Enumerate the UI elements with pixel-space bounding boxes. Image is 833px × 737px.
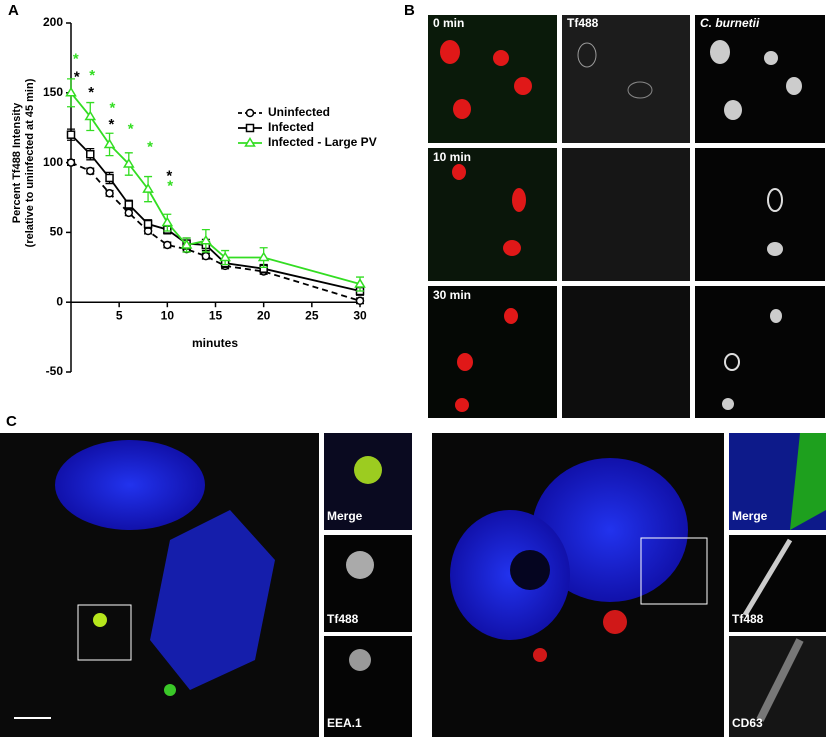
point — [103, 138, 116, 149]
x-tick-label: 25 — [305, 308, 319, 322]
significance-star: * — [167, 178, 173, 195]
series-line — [70, 161, 361, 302]
legend-label: Infected — [268, 120, 314, 134]
point — [163, 240, 172, 250]
x-tick-label: 20 — [257, 308, 271, 322]
inset-label: EEA.1 — [327, 716, 362, 730]
point — [257, 251, 270, 262]
x-axis-title: minutes — [192, 336, 238, 350]
inset-label: Tf488 — [327, 612, 359, 626]
point — [124, 200, 134, 209]
point — [86, 166, 95, 176]
legend-label: Infected - Large PV — [268, 135, 377, 149]
panel-label: C — [6, 413, 17, 430]
point — [86, 149, 95, 159]
point — [161, 216, 174, 227]
column-label: C. burnetii — [700, 16, 760, 30]
column-label: Tf488 — [567, 16, 599, 30]
significance-star: * — [109, 116, 115, 133]
point — [354, 278, 366, 288]
point — [65, 86, 77, 97]
inset-label: Merge — [327, 509, 363, 523]
x-tick-label: 10 — [161, 308, 175, 322]
point — [180, 239, 193, 249]
x-tick-label: 30 — [353, 308, 367, 322]
inset-label: Merge — [732, 509, 768, 523]
x-tick-label: 5 — [116, 308, 123, 322]
x-tick-label: 15 — [209, 308, 223, 322]
significance-star: * — [88, 84, 94, 101]
row-label: 10 min — [433, 150, 471, 164]
row-label: 0 min — [433, 16, 464, 30]
point — [355, 296, 365, 306]
point — [201, 251, 211, 261]
y-tick-label: 200 — [43, 15, 63, 29]
legend-label: Uninfected — [268, 105, 330, 119]
legend-marker — [244, 137, 256, 147]
legend-marker — [245, 108, 255, 118]
legend-marker — [245, 123, 255, 133]
point — [105, 173, 114, 183]
y-axis-title: (relative to uninfected at 45 min) — [24, 78, 36, 247]
y-tick-label: 50 — [50, 225, 64, 239]
point — [66, 130, 76, 139]
significance-star: * — [74, 69, 80, 86]
row-label: 30 min — [433, 288, 471, 302]
inset-label: CD63 — [732, 716, 763, 730]
significance-star: * — [110, 99, 116, 116]
y-tick-label: 100 — [43, 155, 63, 169]
y-tick-label: 150 — [43, 85, 63, 99]
point — [66, 158, 76, 167]
panel-label: B — [404, 2, 415, 19]
point — [200, 234, 212, 245]
point — [143, 219, 153, 229]
significance-star: * — [128, 120, 134, 137]
y-tick-label: -50 — [46, 364, 64, 378]
point — [124, 208, 134, 218]
inset-label: Tf488 — [732, 612, 764, 626]
significance-star: * — [166, 168, 172, 185]
point — [219, 251, 231, 262]
series-line — [70, 134, 361, 292]
y-tick-label: 0 — [56, 294, 63, 308]
y-axis-title: Percent Tf488 Intensity — [11, 102, 23, 223]
point — [105, 189, 114, 198]
panel-b-images — [428, 15, 825, 418]
panel-label: A — [8, 2, 19, 19]
significance-star: * — [73, 50, 79, 67]
significance-star: * — [147, 138, 153, 155]
point — [142, 183, 154, 193]
point — [84, 110, 97, 121]
point — [122, 158, 135, 168]
significance-star: * — [89, 67, 95, 84]
panel-c-images — [0, 433, 826, 737]
